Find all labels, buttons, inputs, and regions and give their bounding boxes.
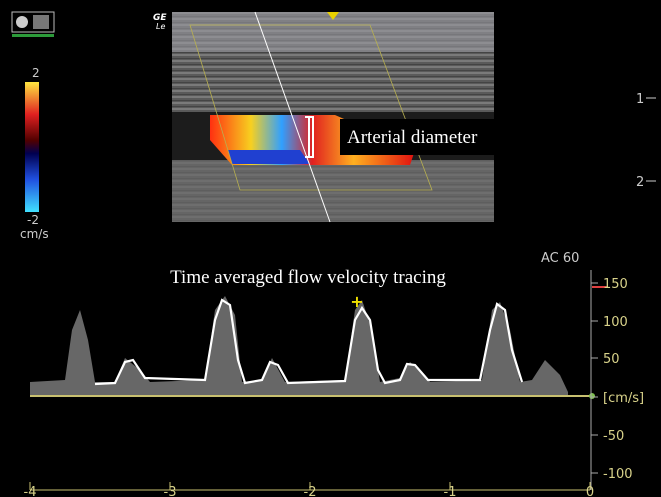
diameter-caliper (305, 116, 314, 158)
color-max: 2 (32, 66, 40, 80)
icon-frame (11, 11, 55, 33)
color-min: -2 (27, 213, 39, 227)
color-box (189, 24, 433, 191)
time-label: -2 (304, 485, 317, 497)
velocity-label: [cm/s] (603, 391, 644, 406)
cursor-line (254, 11, 331, 223)
color-flow (228, 150, 310, 164)
velocity-label: 50 (603, 352, 620, 367)
time-label: -1 (444, 485, 457, 497)
peak-marker: + (350, 292, 363, 311)
color-unit: cm/s (20, 227, 49, 241)
depth-label: 1 (636, 92, 644, 107)
time-label: -3 (164, 485, 177, 497)
velocity-label: -50 (603, 429, 624, 444)
tracing-label: Time averaged flow velocity tracing (170, 267, 446, 288)
time-label: -4 (24, 485, 37, 497)
velocity-trace (94, 298, 524, 386)
velocity-label: 150 (603, 277, 628, 292)
icon (33, 15, 49, 29)
doppler-setting: AC 60 (541, 251, 579, 266)
spectrum (30, 296, 568, 396)
tissue-layer (172, 160, 494, 222)
label-box (340, 119, 506, 155)
focus-marker (327, 12, 339, 20)
logo-sub: Le (156, 22, 165, 31)
icon (16, 16, 28, 28)
time-label: 0 (586, 485, 594, 497)
velocity-label: 100 (603, 315, 628, 330)
diameter-label: Arterial diameter (347, 127, 478, 148)
icon-bar (12, 34, 54, 37)
velocity-label: -100 (603, 467, 633, 482)
baseline-marker (589, 393, 595, 399)
depth-label: 2 (636, 175, 644, 190)
logo: GE (153, 13, 167, 23)
color-bar (25, 82, 39, 212)
